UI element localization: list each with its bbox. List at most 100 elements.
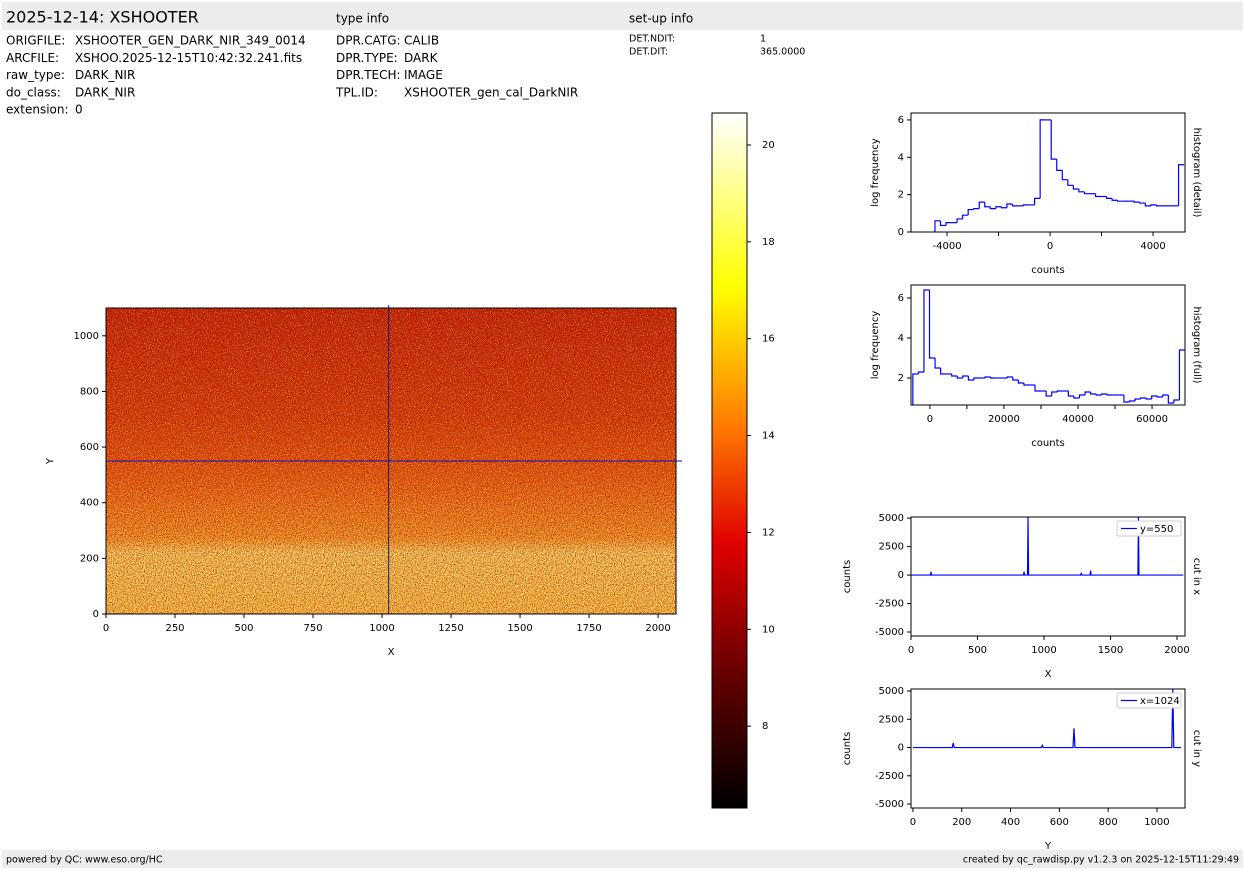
hist-step [1139, 397, 1147, 399]
info-key: ARCFILE: [6, 51, 59, 65]
hist-step [1067, 179, 1074, 186]
hist-step [951, 374, 958, 377]
x-tick-label: 60000 [1136, 414, 1168, 425]
hist-step [912, 373, 919, 405]
legend-box [1116, 692, 1182, 709]
hist-step [1095, 394, 1102, 396]
hist-step [1094, 193, 1102, 198]
axes-frame [105, 307, 677, 615]
info-key: TPL.ID: [335, 85, 378, 99]
hist-step [934, 220, 941, 232]
hist-step [1128, 400, 1136, 402]
axes-frame [910, 688, 1186, 809]
hist-step [1078, 394, 1086, 398]
cut-lines [911, 517, 1184, 576]
x-axis-label: counts [1031, 265, 1064, 276]
info-value: DARK [404, 51, 439, 65]
x-tick-label: 0 [927, 414, 933, 425]
hist-step [962, 214, 969, 219]
x-tick-label: 1000 [369, 623, 394, 634]
hist-step [1089, 392, 1097, 395]
y-tick-label: 6 [898, 293, 904, 304]
y-tick-label: -5000 [875, 799, 904, 810]
x-tick-label: 20000 [988, 414, 1020, 425]
y-tick-label: 600 [80, 442, 99, 453]
histogram [912, 289, 1185, 405]
hist-step [1156, 396, 1163, 398]
hist-step [934, 358, 941, 369]
hist-step [923, 289, 930, 372]
x-tick-label: 2000 [645, 623, 670, 634]
hist-step [1050, 119, 1057, 160]
info-key: DPR.CATG: [336, 34, 401, 48]
legend-box [1116, 520, 1182, 537]
y-tick-label: 1000 [74, 331, 99, 342]
info-key: DPR.TYPE: [336, 51, 398, 65]
hist-step [989, 206, 996, 210]
info-key: extension: [6, 103, 69, 117]
hist-step [1073, 396, 1080, 399]
hist-step [1006, 376, 1013, 378]
y-tick-label: 6 [898, 115, 904, 126]
info-key: ORIGFILE: [6, 34, 65, 48]
x-axis-label: Y [1044, 841, 1052, 852]
x-tick-label: 1750 [576, 623, 601, 634]
hist-step [917, 371, 924, 374]
hist-step [990, 377, 997, 379]
info-key: do_class: [6, 85, 61, 99]
x-tick-label: 200 [952, 817, 971, 828]
x-tick-label: 2000 [1164, 645, 1189, 656]
hist-step [928, 290, 936, 359]
hist-step [1123, 395, 1130, 403]
x-tick-label: 600 [1050, 817, 1069, 828]
header-band [2, 2, 1243, 30]
type-heading: type info [336, 12, 389, 26]
hist-step [939, 220, 947, 227]
info-key: DET.DIT: [629, 47, 668, 58]
hist-step [1017, 380, 1024, 384]
hist-step [962, 375, 969, 378]
hist-step [940, 368, 947, 375]
axes-frame [711, 112, 748, 809]
hist-step [973, 208, 980, 210]
hist-step [1051, 391, 1058, 396]
y-tick-label: -5000 [875, 627, 904, 638]
axes-frame [910, 284, 1186, 406]
footer-band [2, 850, 1243, 868]
info-value: DARK_NIR [75, 68, 135, 82]
y-tick-label: 2 [898, 190, 904, 201]
y-tick-label: 0 [898, 227, 904, 238]
y-tick-label: 4 [898, 333, 904, 344]
hist-step [1039, 119, 1046, 199]
hist-step [1162, 394, 1169, 397]
y-tick-label: 2500 [879, 542, 904, 553]
hist-step [1011, 203, 1018, 207]
hist-step [945, 222, 952, 226]
x-tick-label: 0 [1047, 241, 1053, 252]
x-tick-label: 0 [910, 817, 916, 828]
info-value: 0 [75, 103, 83, 117]
hist-step [984, 202, 991, 208]
hist-step [1117, 200, 1124, 202]
x-axis-label: counts [1031, 438, 1064, 449]
x-axis-label: X [1045, 669, 1052, 680]
side-label: histogram (full) [1191, 306, 1202, 383]
hist-step [1167, 395, 1174, 404]
y-tick-label: 0 [898, 743, 904, 754]
hist-step [1034, 385, 1041, 392]
setup-heading: set-up info [629, 12, 693, 26]
hist-step [1022, 204, 1030, 206]
hist-step [956, 218, 963, 223]
legend-label: y=550 [1140, 524, 1173, 535]
y-axis-label: counts [842, 560, 853, 593]
x-tick-label: 1250 [438, 623, 463, 634]
axes-frame [910, 112, 1186, 233]
x-tick-label: 500 [234, 623, 253, 634]
hist-step [1045, 391, 1052, 397]
footer-left: powered by QC: www.eso.org/HC [6, 855, 163, 866]
side-label: cut in y [1191, 730, 1202, 767]
hist-step [1155, 204, 1162, 207]
x-tick-label: 750 [303, 623, 322, 634]
y-tick-label: 10 [762, 624, 775, 635]
hist-step [1000, 206, 1007, 209]
